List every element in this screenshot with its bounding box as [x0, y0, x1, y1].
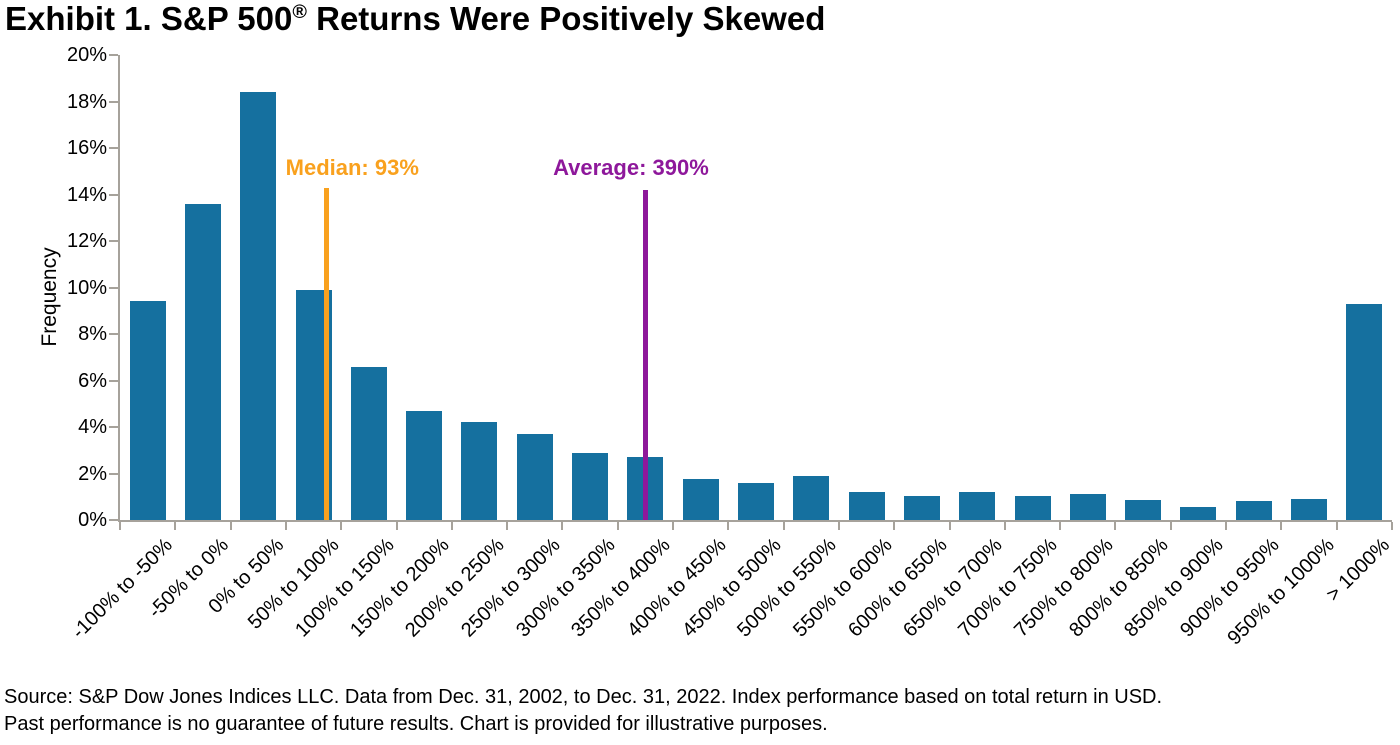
- source-note-line-1: Source: S&P Dow Jones Indices LLC. Data …: [4, 686, 1163, 708]
- bar-200% to 250%: [461, 422, 498, 520]
- y-axis-tick-label: 6%: [78, 369, 107, 392]
- y-axis-tick-label: 18%: [66, 90, 107, 113]
- y-axis-tick-label: 20%: [66, 44, 107, 66]
- source-note-line-2: Past performance is no guarantee of futu…: [4, 713, 828, 735]
- bar-950% to 1000%: [1291, 499, 1328, 520]
- x-axis-tick: [506, 522, 509, 530]
- x-axis-tick: [727, 522, 730, 530]
- bar-650% to 700%: [959, 492, 996, 520]
- x-axis-tick: [672, 522, 675, 530]
- bar-0% to 50%: [240, 92, 277, 520]
- y-axis-tick-label: 2%: [78, 462, 107, 485]
- y-axis-tick: [109, 54, 118, 56]
- y-axis-tick: [109, 333, 118, 335]
- chart-title: Exhibit 1. S&P 500® Returns Were Positiv…: [5, 0, 825, 38]
- bar--50% to 0%: [184, 203, 221, 520]
- bar-600% to 650%: [903, 495, 940, 520]
- source-note: Source: S&P Dow Jones Indices LLC. Data …: [4, 684, 1162, 738]
- x-axis-tick: [561, 522, 564, 530]
- y-axis-tick-label: 8%: [78, 323, 107, 345]
- y-axis-tick-label: 14%: [66, 183, 107, 206]
- bar-550% to 600%: [848, 492, 885, 520]
- x-axis-tick: [395, 522, 398, 530]
- x-axis-line: [118, 520, 1392, 522]
- y-axis-tick-label: 4%: [78, 416, 107, 438]
- x-axis-tick: [1169, 522, 1172, 530]
- y-axis-tick: [109, 240, 118, 242]
- y-axis-tick-label: 0%: [78, 509, 107, 531]
- y-axis-tick-label: 10%: [66, 276, 107, 299]
- x-axis-tick: [1003, 522, 1006, 530]
- average-label: Average: 390%: [553, 155, 709, 180]
- x-axis-tick: [837, 522, 840, 530]
- x-axis-tick: [119, 522, 121, 530]
- y-axis-tick: [109, 519, 118, 521]
- bar--100% to -50%: [129, 301, 166, 520]
- y-axis-tick: [109, 147, 118, 149]
- median-line: [323, 187, 329, 520]
- chart-title-suffix: Returns Were Positively Skewed: [306, 0, 826, 37]
- y-axis-tick-label: 12%: [66, 230, 107, 252]
- bar-100% to 150%: [350, 366, 387, 520]
- x-axis-tick: [229, 522, 232, 530]
- average-line: [643, 189, 649, 520]
- y-axis-title: Frequency: [38, 247, 61, 347]
- y-axis-tick: [109, 193, 118, 196]
- y-axis-line: [118, 55, 120, 522]
- x-axis-tick: [1114, 522, 1117, 530]
- x-axis-tick: [174, 522, 177, 530]
- bar-800% to 850%: [1125, 500, 1162, 520]
- y-axis-tick: [109, 379, 118, 382]
- x-axis-tick: [616, 522, 619, 530]
- y-axis-tick: [109, 100, 118, 103]
- bar-700% to 750%: [1014, 495, 1051, 520]
- bar-400% to 450%: [682, 479, 719, 520]
- median-label: Median: 93%: [285, 155, 419, 180]
- x-axis-tick: [1335, 522, 1338, 530]
- bar-> 1000%: [1346, 303, 1383, 520]
- chart-title-prefix: Exhibit 1. S&P 500: [5, 0, 293, 37]
- bar-300% to 350%: [572, 452, 609, 520]
- x-axis-tick: [948, 522, 951, 530]
- bar-750% to 800%: [1069, 494, 1106, 520]
- y-axis-tick-label: 16%: [66, 137, 107, 159]
- bar-500% to 550%: [793, 475, 830, 520]
- bar-450% to 500%: [738, 482, 774, 520]
- x-axis-tick: [782, 522, 785, 530]
- x-axis-tick: [284, 522, 287, 530]
- x-axis-tick: [1225, 522, 1228, 530]
- y-axis-tick: [109, 286, 118, 289]
- x-axis-tick: [893, 522, 896, 530]
- x-axis-tick: [1059, 522, 1062, 530]
- registered-trademark-symbol: ®: [292, 1, 307, 23]
- x-axis-tick: [340, 522, 343, 530]
- bar-850% to 900%: [1180, 507, 1217, 520]
- bar-150% to 200%: [406, 410, 443, 520]
- y-axis-tick: [109, 472, 118, 475]
- x-axis-tick: [1391, 522, 1393, 530]
- y-axis-tick: [109, 426, 118, 428]
- bar-900% to 950%: [1235, 501, 1272, 520]
- x-axis-tick: [1280, 522, 1283, 530]
- bar-250% to 300%: [516, 433, 553, 520]
- x-axis-tick: [450, 522, 453, 530]
